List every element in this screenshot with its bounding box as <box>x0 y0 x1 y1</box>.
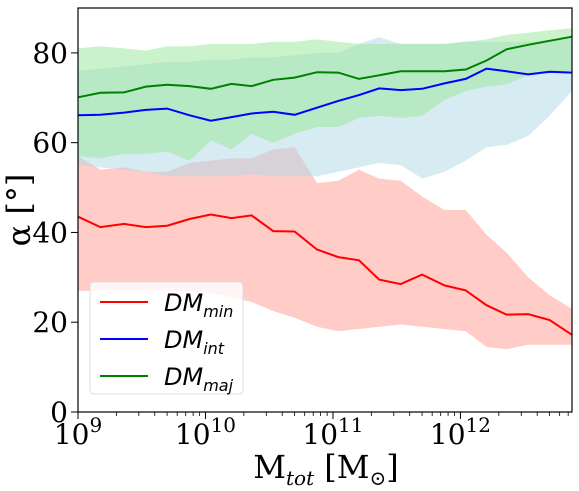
plot-frame <box>77 7 573 413</box>
band-dm-min <box>78 147 572 350</box>
legend-label-int: DMint <box>164 326 225 358</box>
y-axis-ticks: 0 20 40 60 80 <box>32 37 78 429</box>
legend-label-min: DMmin <box>164 289 233 321</box>
series-line-min <box>77 213 573 336</box>
y-tick-label: 60 <box>32 127 68 160</box>
x-axis-ticks: 109 1010 1011 1012 <box>54 412 569 451</box>
x-tick-label: 109 <box>54 413 102 451</box>
series-lines <box>77 35 573 336</box>
x-tick-label: 1010 <box>175 413 236 451</box>
y-axis-title: α [°] <box>0 174 38 247</box>
legend-label-maj: DMmaj <box>164 363 234 395</box>
legend-box <box>89 281 244 395</box>
x-tick-label: 1012 <box>430 413 491 451</box>
x-tick-label: 1011 <box>302 413 363 451</box>
y-tick-label: 20 <box>32 306 68 339</box>
legend: DMmin DMint DMmaj <box>89 281 244 395</box>
y-tick-label: 0 <box>50 396 68 429</box>
y-tick-label: 80 <box>32 37 68 70</box>
series-line-maj <box>77 35 573 99</box>
series-line-int <box>77 67 573 122</box>
x-axis-title: Mtot [M⊙] <box>253 448 399 490</box>
y-tick-label: 40 <box>32 216 68 249</box>
confidence-bands <box>78 28 572 350</box>
band-dm-maj <box>78 28 572 161</box>
